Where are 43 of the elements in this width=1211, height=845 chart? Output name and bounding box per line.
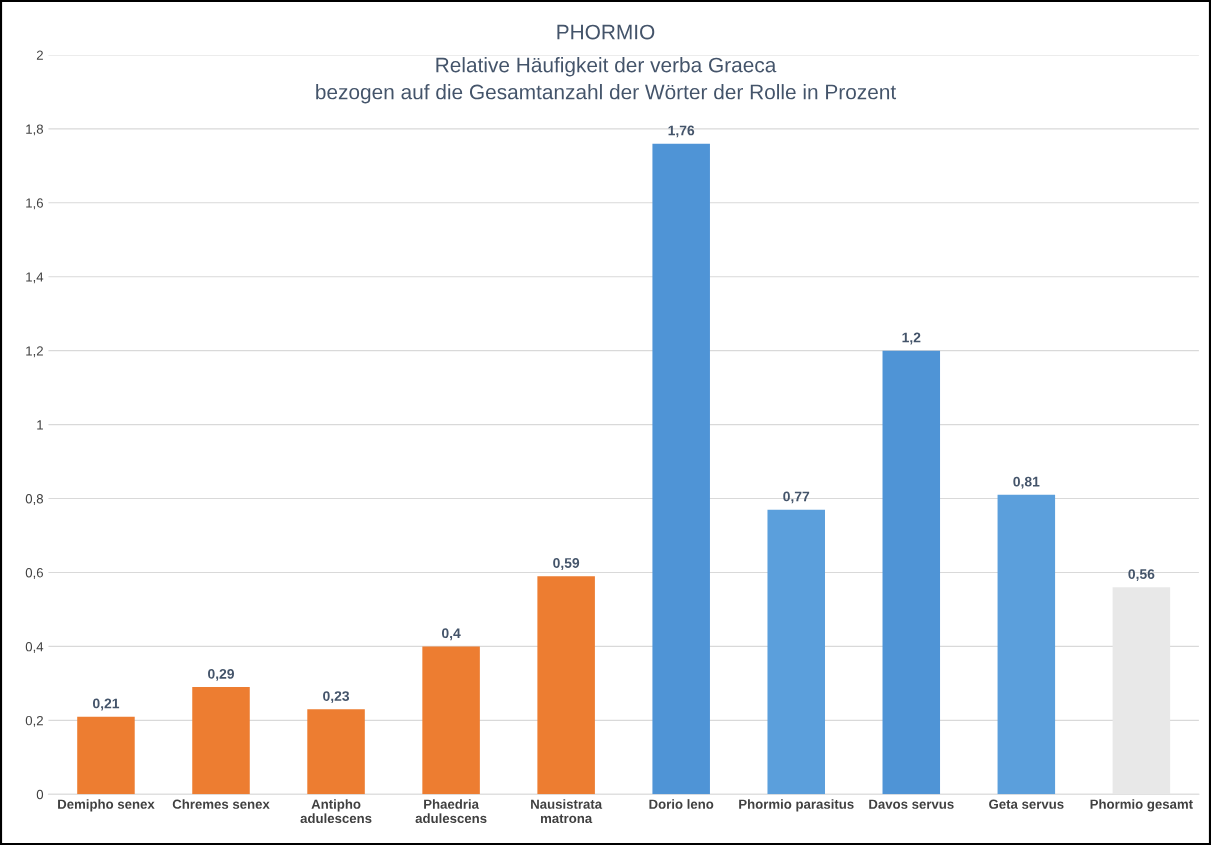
x-tick-label: Demipho senex — [58, 799, 155, 812]
data-label: 0,81 — [1013, 476, 1040, 489]
y-tick-label: 0,8 — [25, 494, 44, 506]
x-tick-label: Geta servus — [989, 799, 1064, 809]
data-label: 0,23 — [323, 691, 350, 703]
data-label: 0,77 — [783, 491, 810, 504]
data-label: 0,59 — [553, 558, 580, 570]
y-tick-label: 1,4 — [26, 272, 44, 284]
y-tick-label: 0,4 — [25, 641, 44, 653]
bar — [767, 509, 825, 795]
data-label: 1,2 — [902, 332, 921, 345]
y-tick-label: 1 — [37, 420, 43, 430]
x-tick-label: Davos servus — [869, 799, 954, 809]
y-tick-label: 0,6 — [25, 568, 43, 579]
data-label: 0,56 — [1128, 569, 1155, 581]
x-tick-label: Phormio parasitus — [739, 799, 854, 812]
data-label: 0,21 — [93, 698, 120, 711]
bar — [422, 646, 480, 795]
x-tick-label: Chremes senex — [172, 799, 270, 809]
x-tick-label: Antipho adulescens — [300, 799, 372, 824]
x-tick-label: Phaedria adulescens — [415, 799, 487, 824]
y-tick-label: 1,2 — [26, 346, 43, 358]
y-tick-label: 1,6 — [26, 198, 43, 210]
bar — [652, 143, 710, 795]
y-tick-label: 1,8 — [26, 124, 44, 136]
text: Relative Häufigkeit der verba Graeca bezogen auf die Gesamtanzahl der Wörter der Rolle in Prozent — [316, 57, 897, 104]
bar — [537, 576, 595, 795]
chart-title: PHORMIO — [557, 24, 655, 40]
bar — [307, 709, 365, 795]
data-label: 0,4 — [441, 628, 461, 641]
y-tick-label: 2 — [36, 50, 43, 60]
bar — [192, 687, 250, 795]
x-tick-label: Phormio gesamt — [1090, 799, 1193, 812]
data-label: 0,29 — [208, 668, 235, 681]
bar — [997, 494, 1056, 795]
bar — [882, 350, 941, 795]
data-label: 1,76 — [668, 125, 695, 138]
x-tick-label: Dorio leno — [649, 799, 714, 809]
bar — [1112, 587, 1171, 795]
y-tick-label: 0,2 — [25, 715, 43, 727]
y-tick-label: 0 — [36, 789, 44, 800]
x-tick-label: Nausistrata matrona — [531, 799, 603, 824]
bar — [77, 716, 135, 795]
